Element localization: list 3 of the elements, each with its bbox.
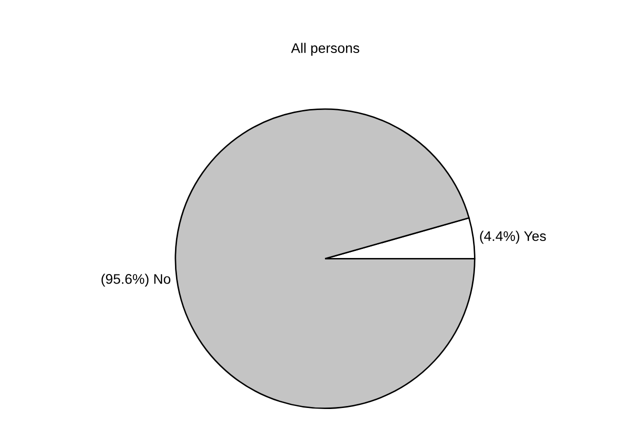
slice-label: (4.4%) Yes xyxy=(480,230,546,244)
slice-label: (95.6%) No xyxy=(102,274,170,287)
chart-title: All persons xyxy=(291,42,360,56)
